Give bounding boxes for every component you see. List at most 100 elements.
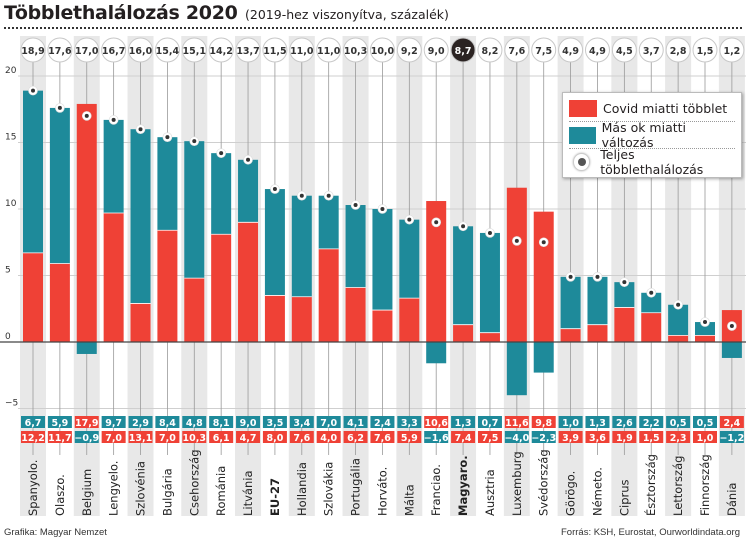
table-cell-bottom: [343, 431, 368, 443]
table-cell-value: 0,5: [670, 418, 687, 429]
total-marker-dot: [703, 320, 707, 325]
table-cell-top: [585, 416, 610, 428]
total-bubble-label: 1,2: [723, 46, 740, 57]
bar-other: [721, 342, 742, 358]
total-marker-dot: [272, 187, 277, 192]
total-bubble-label: 2,8: [670, 46, 687, 57]
x-axis-label: Csehország: [187, 449, 201, 516]
x-axis-label: Ciprus: [617, 479, 631, 516]
total-bubble: [101, 37, 127, 63]
total-marker-dot: [407, 217, 412, 222]
total-bubble-label: 11,0: [290, 46, 314, 57]
table-cell-value: 4,1: [347, 418, 364, 429]
bar-covid: [668, 335, 689, 342]
total-bubble-label: 18,9: [21, 46, 44, 57]
bar-covid: [345, 287, 366, 342]
table-cell-top: [666, 416, 691, 428]
table-cell-top: [21, 416, 45, 428]
table-cell-value: 8,0: [266, 433, 283, 444]
total-marker-dot: [461, 224, 466, 229]
total-marker-dot: [380, 207, 385, 211]
table-cell-bottom: [101, 431, 126, 443]
total-bubble: [665, 37, 691, 63]
total-marker-dot: [31, 88, 35, 93]
total-bubble-label: 10,0: [371, 46, 395, 57]
total-bubble-label: 7,5: [535, 46, 552, 57]
total-bubbles: 18,9 17,6 17,0 16,7 16,0 15,4 15,1 14,2 13,7 11,5…: [20, 37, 745, 63]
total-bubble-label: 9,0: [428, 46, 445, 57]
table-cell-top: [719, 416, 744, 428]
bar-covid: [76, 103, 97, 343]
bar-other: [668, 304, 689, 336]
total-bubble: [181, 37, 207, 63]
bar-covid: [49, 263, 70, 342]
total-bubble-label: 17,6: [48, 46, 72, 57]
legend-dot-icon: [573, 153, 591, 171]
graphic-credit: Grafika: Magyar Nemzet: [4, 527, 107, 538]
table-cell-top: [612, 416, 637, 428]
total-bubble: [423, 37, 449, 63]
total-marker-dot: [57, 105, 62, 110]
table-cell-top: [128, 416, 153, 428]
total-bubble: [584, 37, 610, 63]
total-bubble-label: 17,0: [75, 46, 99, 57]
x-axis-label: Lettország: [671, 456, 685, 516]
total-bubble: [477, 37, 503, 63]
chart-title: Többlethalálozás 2020: [4, 2, 238, 24]
total-bubble: [719, 37, 745, 63]
table-cell-value: −4,0: [504, 433, 529, 444]
bar-covid: [157, 230, 178, 342]
table-cell-value: 8,1: [213, 418, 230, 429]
total-marker-dot: [729, 324, 734, 329]
table-cell-value: 6,7: [25, 418, 42, 429]
total-bubble-label: 4,9: [562, 46, 579, 57]
table-cell-top: [558, 416, 583, 428]
table-cell-value: 0,7: [482, 418, 499, 429]
table-cell-value: 5,9: [51, 418, 68, 429]
total-bubble: [611, 37, 637, 63]
table-cell-value: 9,7: [105, 418, 122, 429]
table-cell-value: 2,9: [132, 418, 149, 429]
x-axis-label: Luxemburg: [510, 451, 524, 516]
total-bubble-label: 9,2: [401, 46, 418, 57]
total-marker-dot: [649, 290, 654, 295]
table-cell-top: [236, 416, 261, 428]
title-divider: [4, 27, 742, 29]
bar-covid: [318, 248, 339, 342]
total-marker-dot: [111, 117, 116, 122]
bar-other: [76, 342, 97, 354]
bar-covid: [426, 201, 447, 342]
x-axis-label: Bulgária: [160, 468, 174, 516]
table-cell-value: −1,6: [424, 433, 449, 444]
bar-other: [453, 226, 474, 325]
table-cell-value: 3,5: [266, 418, 283, 429]
x-axis-label: Finnország: [698, 454, 712, 516]
bar-other: [641, 292, 662, 313]
legend-item-covid: Covid miatti többlet: [569, 95, 735, 122]
x-axis-label: Franciao.: [429, 464, 443, 516]
table-cell-value: 1,3: [589, 418, 606, 429]
legend-item-other: Más ok miatti változás: [569, 120, 735, 150]
table-cell-value: 3,6: [589, 433, 606, 444]
total-marker-dot: [138, 127, 143, 132]
table-cell-bottom: [639, 431, 664, 443]
table-cell-top: [424, 416, 449, 428]
total-bubble: [531, 37, 557, 63]
table-cell-value: 7,0: [105, 433, 122, 444]
table-cell-value: 7,5: [482, 433, 499, 444]
y-tick-label: 0: [5, 332, 11, 342]
bar-other: [560, 276, 581, 329]
table-cell-value: 7,6: [293, 433, 310, 444]
x-axis-label: Ausztria: [483, 469, 497, 516]
bar-other: [184, 141, 205, 279]
table-cell-top: [370, 416, 395, 428]
total-marker-dot: [219, 151, 224, 156]
total-marker-dot: [514, 238, 519, 243]
table-cell-bottom: [719, 431, 744, 443]
legend-label-covid: Covid miatti többlet: [603, 100, 728, 116]
table-cell-top: [693, 416, 717, 428]
table-cell-value: 9,0: [240, 418, 257, 429]
table-cell-value: 2,6: [616, 418, 633, 429]
table-cell-top: [397, 416, 422, 428]
total-marker-dot: [676, 302, 681, 307]
